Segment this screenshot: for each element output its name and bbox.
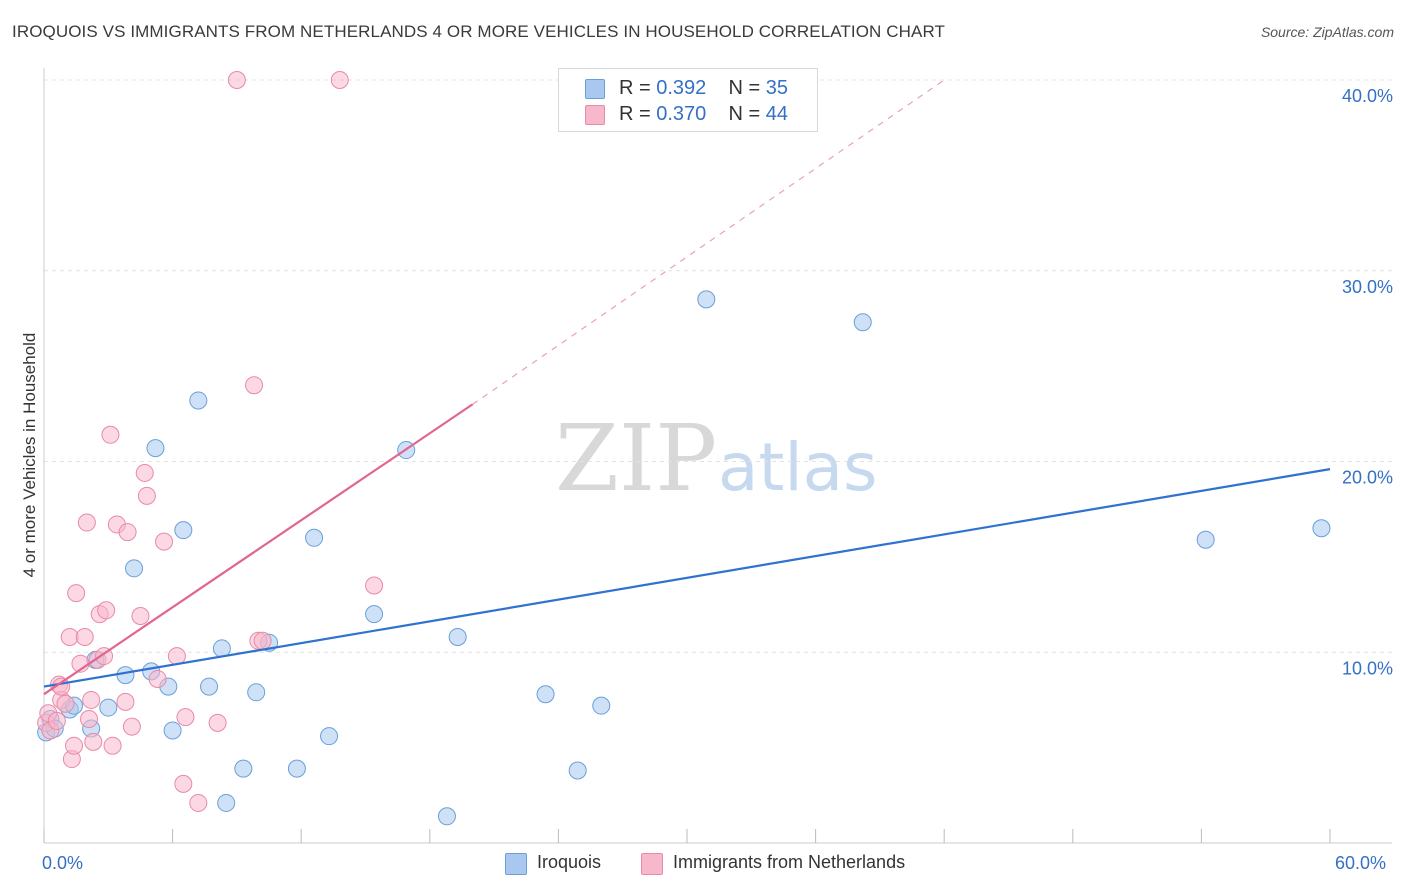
netherlands-point [118,523,137,542]
iroquois-point [163,721,182,740]
iroquois-point [853,313,872,332]
netherlands-point [253,631,272,650]
netherlands-point [56,694,75,713]
y-tick-label: 40.0% [1342,86,1393,106]
netherlands-point [103,736,122,755]
netherlands-point [77,513,96,532]
iroquois-point [116,666,135,685]
legend-r-label: R = [619,77,651,99]
netherlands-point [365,576,384,595]
iroquois-point [234,759,253,778]
netherlands-point [47,711,66,730]
iroquois-point [217,793,236,812]
iroquois-point [437,807,456,826]
y-tick-label: 30.0% [1342,277,1393,297]
bottom-legend-swatch-netherlands [641,853,663,875]
iroquois-trend-line [43,468,1331,688]
netherlands-point [84,732,103,751]
netherlands-point [97,601,116,620]
legend-swatch-netherlands [585,105,605,125]
legend-n-label: N = [728,77,761,99]
iroquois-point [125,559,144,578]
x-tick-label-min: 0.0% [42,853,84,873]
legend-r-label: R = [619,103,651,125]
netherlands-point [208,713,227,732]
netherlands-point [82,690,101,709]
iroquois-point [1196,530,1215,549]
source-credit: Source: ZipAtlas.com [1260,24,1394,40]
netherlands-point [189,793,208,812]
netherlands-point [245,376,264,395]
netherlands-point [148,669,167,688]
netherlands-point [174,774,193,793]
netherlands-point [80,710,99,729]
iroquois-point [1312,519,1331,538]
iroquois-point [592,696,611,715]
iroquois-point [365,605,384,624]
iroquois-point [247,683,266,702]
iroquois-point [99,698,118,717]
iroquois-point [568,761,587,780]
netherlands-point [122,717,141,736]
iroquois-point [536,685,555,704]
netherlands-point [75,627,94,646]
netherlands-point [101,425,120,444]
watermark-atlas: atlas [718,429,878,506]
iroquois-point [697,290,716,309]
bottom-legend-label-netherlands: Immigrants from Netherlands [673,852,906,872]
iroquois-point [174,521,193,540]
netherlands-point [176,708,195,727]
legend-swatch-iroquois [585,79,605,99]
iroquois-point [305,528,324,547]
netherlands-point [65,736,84,755]
x-tick-label-max: 60.0% [1335,853,1387,873]
netherlands-trend-line [43,403,474,696]
iroquois-point [320,727,339,746]
netherlands-point [330,71,349,89]
netherlands-point [227,71,246,89]
netherlands-point [67,584,86,603]
bottom-legend-swatch-iroquois [505,853,527,875]
y-tick-label: 10.0% [1342,658,1393,678]
iroquois-point [189,391,208,410]
iroquois-point [200,677,219,696]
y-tick-label: 20.0% [1342,468,1393,488]
netherlands-point [60,627,79,646]
netherlands-point [135,463,154,482]
netherlands-point [155,532,174,551]
netherlands-point [116,692,135,711]
bottom-legend-label-iroquois: Iroquois [537,852,602,872]
netherlands-point [131,607,150,626]
watermark-zip: ZIP [555,405,717,512]
legend-n-value: 35 [765,77,789,99]
iroquois-point [448,627,467,646]
iroquois-point [287,759,306,778]
chart-title: IROQUOIS VS IMMIGRANTS FROM NETHERLANDS … [12,22,946,41]
legend-n-value: 44 [765,103,789,125]
legend-r-value: 0.392 [656,77,707,99]
iroquois-point [146,439,165,458]
netherlands-point [137,486,156,505]
correlation-legend: R = 0.392 N = 35 R = 0.370 N = 44 [558,68,818,132]
legend-n-label: N = [728,103,761,125]
legend-r-value: 0.370 [656,103,707,125]
